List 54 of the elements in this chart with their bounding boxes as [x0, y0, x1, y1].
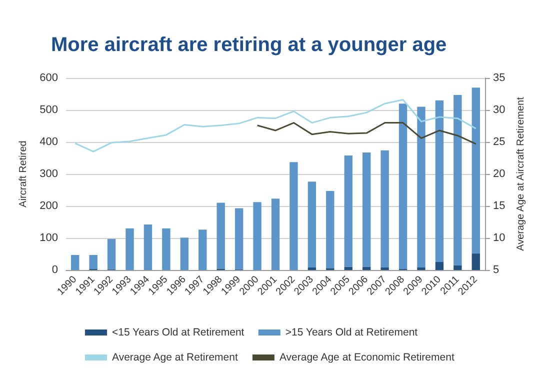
- bar: [308, 182, 316, 268]
- bar: [417, 106, 426, 268]
- legend-label: Average Age at Economic Retirement: [279, 352, 454, 364]
- line-series: [74, 99, 477, 152]
- y2-tick-label: 30: [493, 104, 506, 116]
- bar: [216, 202, 225, 269]
- bar: [454, 265, 462, 270]
- bar: [417, 267, 426, 270]
- y2-tick-label: 20: [493, 168, 506, 180]
- y-tick-label: 300: [40, 168, 58, 180]
- y-tick-label: 400: [40, 136, 58, 148]
- bar: [198, 230, 207, 270]
- bar: [454, 94, 462, 266]
- bar: [253, 202, 262, 270]
- bar: [344, 155, 352, 267]
- legend-label: >15 Years Old at Retirement: [285, 326, 418, 338]
- y-tick-label: 500: [40, 104, 58, 116]
- bar: [71, 254, 80, 270]
- legend-label: <15 Years Old at Retirement: [112, 326, 244, 338]
- bar: [89, 254, 98, 270]
- bar: [472, 88, 480, 254]
- y2-tick-label: 15: [493, 200, 506, 212]
- y-tick-label: 100: [40, 232, 58, 244]
- bar: [290, 162, 298, 270]
- y2-tick-label: 5: [493, 264, 500, 276]
- y2-axis-title: Average Age at Aircraft Retirement: [516, 96, 527, 251]
- bar: [362, 266, 371, 270]
- legend-label: Average Age at Retirement: [112, 352, 238, 364]
- bar: [326, 190, 334, 268]
- y-tick-label: 200: [40, 200, 58, 212]
- bar: [144, 224, 152, 270]
- bar: [162, 228, 170, 270]
- bar: [435, 100, 444, 262]
- bar: [126, 228, 134, 270]
- y2-tick-label: 35: [493, 72, 506, 84]
- bar: [472, 253, 480, 270]
- bar: [398, 104, 408, 270]
- bar: [308, 267, 316, 270]
- bar: [344, 266, 352, 270]
- bar: [107, 238, 116, 270]
- bar: [271, 198, 280, 270]
- bar: [435, 262, 444, 270]
- bar: [180, 238, 189, 270]
- y-tick-label: 600: [40, 72, 58, 84]
- chart-title: More aircraft are retiring at a younger age: [51, 34, 447, 56]
- y-tick-label: 0: [52, 264, 58, 276]
- bar: [234, 208, 244, 270]
- y2-tick-label: 10: [493, 232, 506, 244]
- line-series: [256, 122, 477, 145]
- bar: [362, 152, 371, 267]
- bar: [380, 267, 389, 270]
- y2-tick-label: 25: [493, 136, 506, 148]
- y-axis-title: Aircraft Retired: [18, 140, 30, 208]
- bar: [380, 150, 389, 268]
